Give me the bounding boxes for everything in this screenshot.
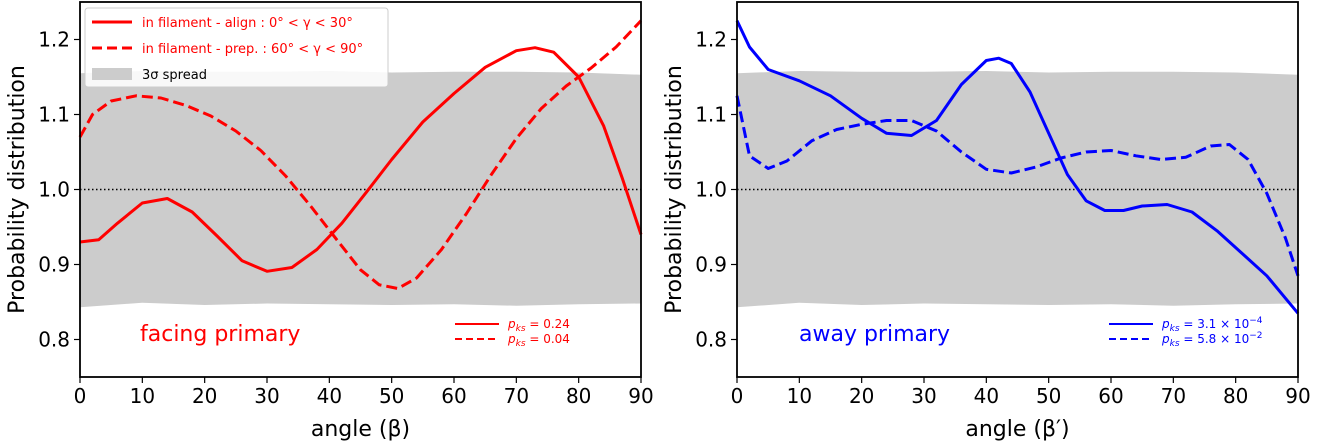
x-tick-label: 40 [974, 384, 999, 408]
pvalue-value: = 0.04 [526, 332, 570, 346]
pvalue-legend-label: pks = 0.04 [507, 332, 570, 349]
pvalue-symbol: p [507, 317, 516, 331]
legend-box [84, 7, 389, 88]
series-line-dashed [78, 19, 643, 290]
legend-label: in filament - prep. : 60° < γ < 90° [142, 42, 363, 57]
pvalue-symbol: p [1161, 317, 1170, 331]
series-line-solid [79, 46, 643, 273]
x-tick-label: 40 [317, 384, 342, 408]
chart-panel-2: 0 10 20 30 40 50 60 70 80 90 0.8 0.9 1.0 1.1 1.2 angle … [662, 1, 1311, 442]
pvalue-exponent: −2 [1249, 331, 1262, 341]
x-tick-label: 0 [74, 384, 87, 408]
y-tick-label: 1.1 [695, 103, 727, 127]
y-tick-label: 0.8 [38, 328, 70, 352]
legend: in filament - align : 0° < γ < 30° in fil… [84, 7, 389, 88]
pvalue-symbol: p [507, 332, 516, 346]
x-tick-label: 0 [731, 384, 744, 408]
y-tick-label: 1.2 [38, 28, 70, 52]
pvalue-subscript: ks [1170, 324, 1180, 334]
pvalue-exponent: −4 [1249, 316, 1263, 326]
x-tick-label: 70 [504, 384, 529, 408]
x-tick-label: 30 [254, 384, 279, 408]
y-tick-label: 0.8 [695, 328, 727, 352]
x-tick-label: 50 [379, 384, 404, 408]
panel-annotation: facing primary [140, 322, 300, 347]
legend-label: 3σ spread [142, 68, 207, 83]
pvalue-legend-label: pks = 3.1 × 10−4 [1161, 316, 1263, 334]
x-tick-label: 80 [1223, 384, 1248, 408]
pvalue-value: = 0.24 [526, 317, 570, 331]
y-axis-label: Probability distribution [662, 65, 687, 314]
x-axis-label: angle (β) [311, 417, 410, 442]
pvalue-subscript: ks [516, 324, 526, 334]
x-tick-label: 60 [441, 384, 466, 408]
y-tick-label: 1.0 [38, 178, 70, 202]
y-tick-label: 0.9 [38, 253, 70, 277]
pvalue-symbol: p [1161, 332, 1170, 346]
x-tick-label: 30 [911, 384, 936, 408]
x-axis-label: angle (β′) [965, 417, 1069, 442]
y-tick-label: 0.9 [695, 253, 727, 277]
x-tick-label: 70 [1161, 384, 1186, 408]
panel-annotation: away primary [799, 322, 950, 347]
y-tick-label: 1.2 [695, 28, 727, 52]
x-tick-label: 90 [628, 384, 653, 408]
x-tick-label: 80 [566, 384, 591, 408]
x-tick-label: 20 [849, 384, 874, 408]
pvalue-legend-label: pks = 5.8 × 10−2 [1161, 331, 1263, 349]
chart-panel-1: 0 10 20 30 40 50 60 70 80 90 0.8 0.9 1.0 1.1 1.2 angle … [5, 1, 654, 442]
x-tick-label: 20 [192, 384, 217, 408]
pvalue-value: = 3.1 × 10 [1180, 317, 1250, 331]
x-tick-label: 10 [787, 384, 812, 408]
pvalue-legend-label: pks = 0.24 [507, 317, 570, 334]
y-axis-label: Probability distribution [5, 65, 30, 314]
y-tick-label: 1.1 [38, 103, 70, 127]
pvalue-subscript: ks [1170, 339, 1180, 349]
legend-swatch-band [92, 68, 132, 80]
y-tick-label: 1.0 [695, 178, 727, 202]
pvalue-subscript: ks [516, 339, 526, 349]
legend-label: in filament - align : 0° < γ < 30° [142, 16, 353, 31]
x-tick-label: 90 [1285, 384, 1310, 408]
x-tick-label: 10 [130, 384, 155, 408]
series-line-solid [735, 20, 1300, 315]
x-tick-label: 50 [1036, 384, 1061, 408]
x-tick-label: 60 [1098, 384, 1123, 408]
pvalue-value: = 5.8 × 10 [1180, 332, 1250, 346]
